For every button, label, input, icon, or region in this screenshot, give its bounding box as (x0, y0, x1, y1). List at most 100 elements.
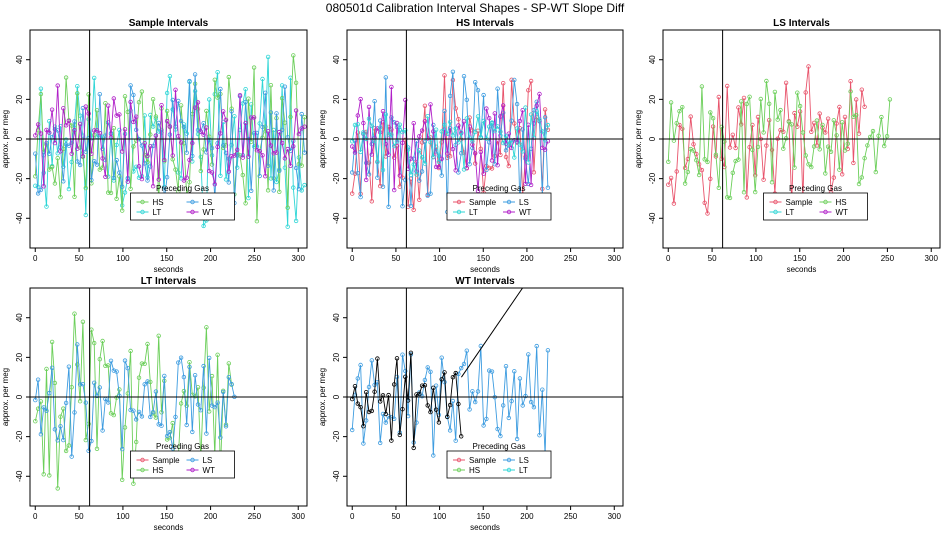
data-point (72, 311, 77, 316)
x-axis-label: seconds (787, 265, 817, 274)
data-point (842, 148, 848, 153)
data-point (162, 373, 167, 379)
data-point (708, 110, 713, 115)
data-point (80, 319, 86, 324)
data-point (38, 91, 44, 97)
data-point (97, 167, 102, 172)
data-point (178, 176, 184, 181)
legend-entry-label: LS (519, 198, 529, 207)
y-axis-label: approx. per meg (1, 110, 10, 168)
data-point (403, 374, 408, 379)
data-point (133, 439, 139, 445)
data-point (464, 348, 469, 353)
data-point (523, 105, 528, 110)
legend-swatch-point (190, 199, 195, 205)
data-point (33, 133, 38, 138)
x-tick-label: 50 (708, 254, 717, 263)
data-point (117, 387, 122, 392)
x-tick-label: 250 (248, 254, 262, 263)
data-point (481, 118, 486, 124)
series-line (351, 107, 549, 175)
data-point (814, 143, 820, 148)
data-point (44, 127, 49, 133)
data-point (72, 410, 77, 415)
y-tick-label: 0 (15, 394, 24, 399)
data-point (526, 88, 531, 93)
data-point (436, 159, 442, 164)
data-point (767, 117, 772, 123)
data-point (503, 154, 509, 160)
series-ls (33, 342, 237, 459)
data-point (803, 153, 808, 158)
data-point (131, 408, 136, 413)
data-point (710, 115, 716, 121)
data-point (705, 159, 710, 165)
data-point (128, 83, 133, 88)
data-point (823, 171, 828, 176)
data-point (125, 179, 130, 184)
y-tick-label: 40 (15, 313, 24, 322)
data-point (122, 358, 128, 363)
data-point (501, 103, 506, 108)
figure-title: 080501d Calibration Interval Shapes - SP… (326, 1, 625, 15)
data-point (100, 338, 105, 344)
data-point (44, 204, 49, 209)
data-point (702, 200, 707, 205)
data-point (834, 133, 839, 138)
data-point (41, 405, 46, 410)
data-point (433, 127, 439, 132)
data-point (478, 146, 483, 151)
data-point (372, 98, 377, 104)
data-point (223, 177, 229, 182)
data-point (364, 177, 369, 183)
data-point (148, 379, 153, 385)
data-point (198, 408, 203, 413)
data-point (475, 389, 481, 394)
data-point (392, 187, 397, 193)
data-point (453, 370, 458, 376)
data-point (97, 385, 102, 390)
data-point (417, 134, 422, 139)
data-point (119, 184, 125, 189)
data-point (736, 105, 741, 110)
legend-entry-label: LS (203, 198, 213, 207)
data-point (517, 376, 523, 381)
data-point (192, 72, 198, 77)
data-point (481, 423, 486, 428)
x-tick-label: 100 (749, 254, 763, 263)
data-point (489, 120, 495, 125)
data-point (72, 127, 77, 133)
data-point (215, 352, 220, 357)
data-point (296, 131, 302, 137)
data-point (302, 150, 307, 155)
data-point (41, 472, 46, 477)
data-point (111, 175, 116, 181)
data-point (375, 175, 380, 180)
series-line (351, 345, 549, 456)
plot-area (347, 30, 623, 248)
data-point (817, 111, 822, 116)
data-point (83, 400, 88, 405)
data-point (828, 149, 834, 154)
data-point (414, 172, 419, 177)
data-point (277, 129, 282, 135)
y-tick-label: -40 (332, 470, 341, 482)
data-point (792, 165, 797, 170)
data-point (86, 92, 91, 97)
series-wt (33, 83, 307, 189)
data-point (229, 381, 234, 387)
data-point (133, 417, 139, 422)
data-point (148, 132, 153, 137)
data-point (475, 114, 481, 119)
data-point (229, 109, 234, 114)
data-point (534, 103, 539, 108)
data-point (811, 120, 817, 126)
data-point (680, 104, 685, 110)
data-point (450, 69, 456, 74)
data-point (442, 379, 447, 385)
data-point (411, 162, 416, 167)
y-tick-label: -40 (648, 212, 657, 224)
panel-title: LT Intervals (141, 276, 197, 287)
data-point (291, 144, 296, 149)
